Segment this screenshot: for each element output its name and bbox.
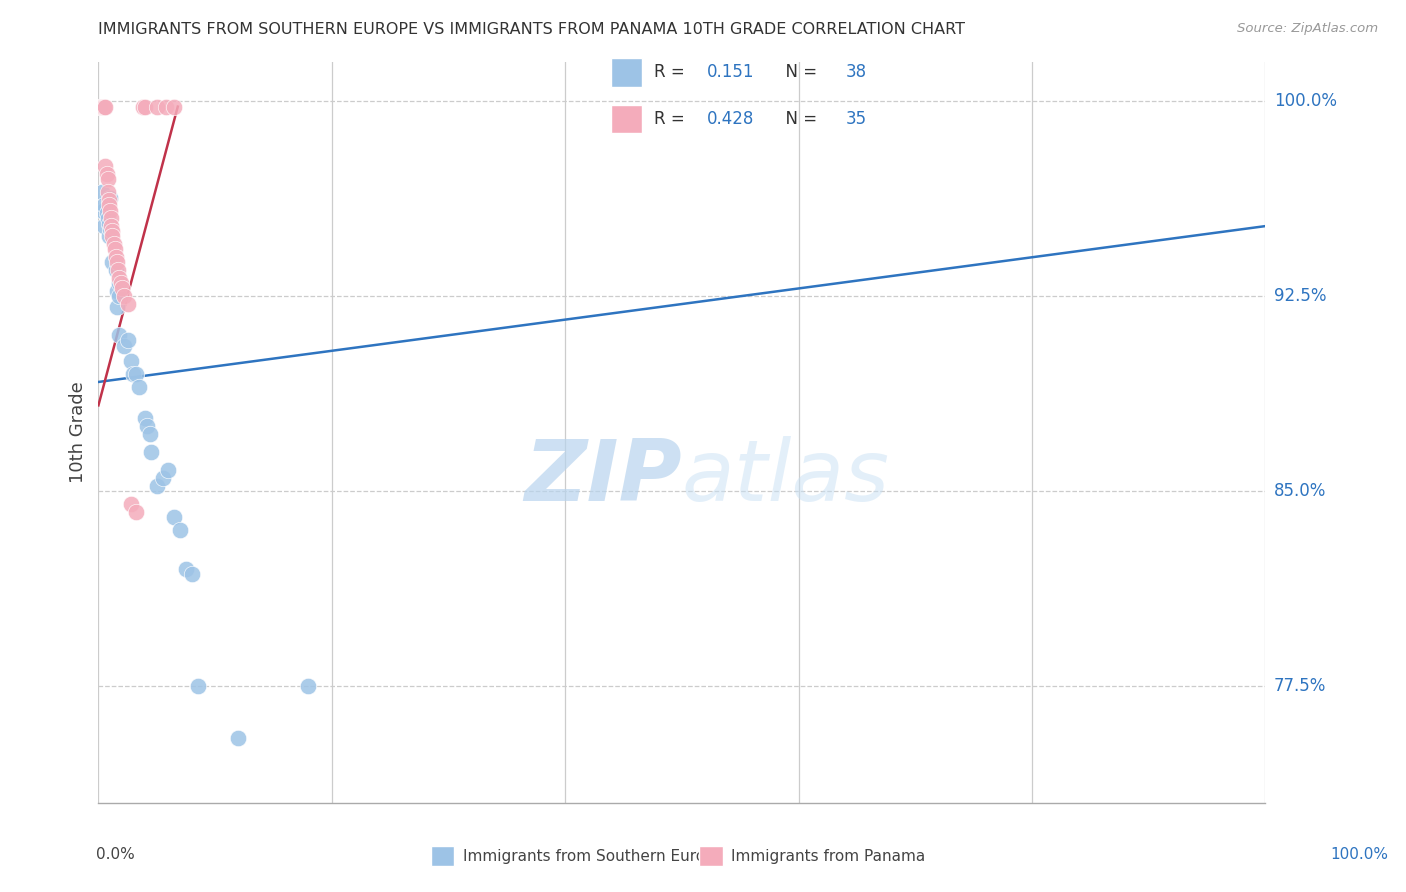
Point: [91, 203, 114, 218]
Point: [97, 211, 120, 226]
Point: [104, 250, 127, 264]
Point: [125, 505, 148, 519]
Text: atlas: atlas: [682, 435, 890, 518]
Text: IMMIGRANTS FROM SOUTHERN EUROPE VS IMMIGRANTS FROM PANAMA 10TH GRADE CORRELATION: IMMIGRANTS FROM SOUTHERN EUROPE VS IMMIG…: [98, 22, 966, 37]
Point: [228, 731, 250, 745]
Point: [101, 255, 124, 269]
Point: [104, 263, 127, 277]
Point: [89, 100, 111, 114]
Point: [157, 463, 180, 477]
Point: [155, 100, 177, 114]
Point: [125, 367, 148, 381]
FancyBboxPatch shape: [699, 846, 723, 866]
Text: 38: 38: [846, 63, 868, 81]
Point: [107, 263, 129, 277]
Text: N =: N =: [775, 63, 823, 81]
Point: [132, 100, 155, 114]
Point: [97, 186, 120, 200]
Point: [97, 229, 120, 244]
Point: [122, 367, 145, 381]
Point: [108, 277, 131, 291]
Point: [163, 510, 186, 524]
Point: [96, 206, 118, 220]
Text: 100.0%: 100.0%: [1330, 847, 1388, 863]
Point: [152, 471, 174, 485]
Point: [112, 289, 135, 303]
Text: N =: N =: [775, 111, 823, 128]
FancyBboxPatch shape: [610, 105, 641, 134]
Point: [146, 100, 169, 114]
Point: [91, 100, 114, 114]
Point: [98, 221, 121, 235]
Text: 77.5%: 77.5%: [1274, 677, 1326, 695]
Point: [134, 100, 156, 114]
Text: 0.151: 0.151: [707, 63, 754, 81]
Point: [120, 497, 142, 511]
Point: [100, 219, 122, 233]
Text: Immigrants from Southern Europe: Immigrants from Southern Europe: [463, 848, 724, 863]
Point: [103, 237, 125, 252]
Point: [139, 426, 162, 441]
Point: [134, 411, 156, 425]
Point: [93, 219, 115, 233]
Text: 0.428: 0.428: [707, 111, 754, 128]
Point: [108, 271, 131, 285]
Point: [101, 224, 124, 238]
Point: [187, 679, 209, 693]
Point: [136, 419, 159, 434]
Point: [100, 211, 122, 226]
Point: [139, 445, 162, 459]
Point: [174, 562, 197, 576]
Text: 35: 35: [846, 111, 868, 128]
Point: [96, 167, 118, 181]
Point: [93, 100, 115, 114]
Point: [90, 100, 112, 114]
Point: [112, 338, 135, 352]
Point: [94, 100, 117, 114]
Point: [97, 217, 120, 231]
Text: 85.0%: 85.0%: [1274, 482, 1326, 500]
Point: [105, 300, 128, 314]
Point: [111, 281, 134, 295]
FancyBboxPatch shape: [610, 59, 641, 87]
Point: [120, 354, 142, 368]
Text: 92.5%: 92.5%: [1274, 287, 1326, 305]
Point: [146, 479, 169, 493]
Point: [101, 229, 124, 244]
Point: [108, 289, 131, 303]
Point: [297, 679, 319, 693]
Text: 0.0%: 0.0%: [96, 847, 135, 863]
Point: [90, 100, 112, 114]
Text: ZIP: ZIP: [524, 435, 682, 518]
Point: [105, 255, 128, 269]
Text: R =: R =: [654, 111, 690, 128]
Point: [90, 100, 112, 114]
Point: [108, 328, 131, 343]
Point: [110, 277, 132, 291]
Point: [90, 186, 112, 200]
FancyBboxPatch shape: [432, 846, 454, 866]
Point: [128, 380, 150, 394]
Y-axis label: 10th Grade: 10th Grade: [69, 382, 87, 483]
Point: [180, 567, 202, 582]
Point: [93, 198, 115, 212]
Point: [163, 100, 186, 114]
Text: Immigrants from Panama: Immigrants from Panama: [731, 848, 925, 863]
Point: [98, 190, 121, 204]
Text: 100.0%: 100.0%: [1274, 93, 1337, 111]
Point: [97, 198, 120, 212]
Point: [169, 523, 191, 537]
Text: R =: R =: [654, 63, 690, 81]
Point: [117, 297, 139, 311]
Point: [104, 243, 127, 257]
Text: Source: ZipAtlas.com: Source: ZipAtlas.com: [1237, 22, 1378, 36]
Point: [94, 159, 117, 173]
Point: [98, 203, 121, 218]
Point: [89, 100, 111, 114]
Point: [117, 334, 139, 348]
Point: [97, 193, 120, 207]
Point: [97, 172, 120, 186]
Point: [105, 284, 128, 298]
